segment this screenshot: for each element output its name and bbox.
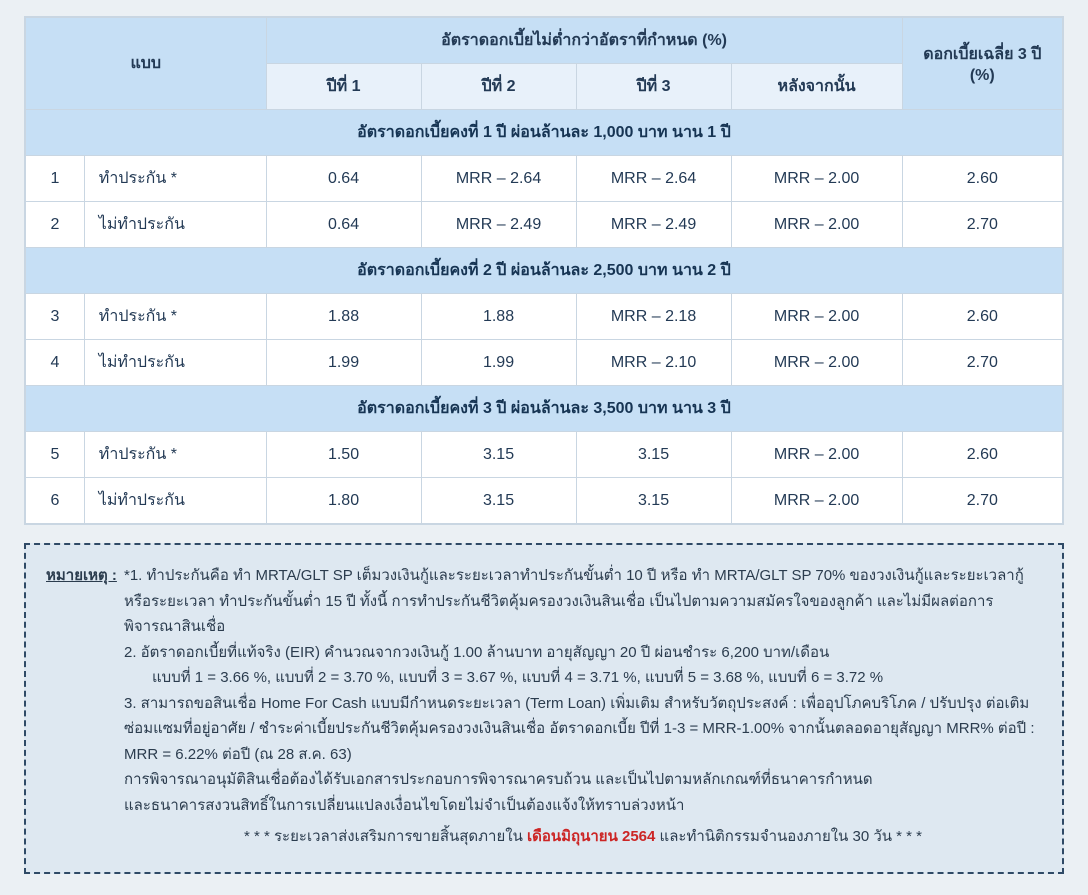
cell-after: MRR – 2.00 (731, 340, 902, 386)
cell-after: MRR – 2.00 (731, 156, 902, 202)
rates-table: แบบ อัตราดอกเบี้ยไม่ต่ำกว่าอัตราที่กำหนด… (25, 17, 1063, 524)
cell-y2: MRR – 2.64 (421, 156, 576, 202)
header-year2: ปีที่ 2 (421, 64, 576, 110)
section-title: อัตราดอกเบี้ยคงที่ 2 ปี ผ่อนล้านละ 2,500… (26, 248, 1063, 294)
cell-idx: 6 (26, 478, 85, 524)
cell-y2: 1.88 (421, 294, 576, 340)
note-line: 2. อัตราดอกเบี้ยที่แท้จริง (EIR) คำนวณจา… (124, 640, 1042, 666)
note-line: 3. สามารถขอสินเชื่อ Home For Cash แบบมีก… (124, 691, 1042, 768)
cell-type: ไม่ทำประกัน (84, 478, 266, 524)
cell-avg: 2.70 (902, 340, 1062, 386)
cell-idx: 1 (26, 156, 85, 202)
table-row: 3ทำประกัน *1.881.88MRR – 2.18MRR – 2.002… (26, 294, 1063, 340)
cell-y2: 3.15 (421, 432, 576, 478)
rates-table-container: แบบ อัตราดอกเบี้ยไม่ต่ำกว่าอัตราที่กำหนด… (24, 16, 1064, 525)
note-line: *1. ทำประกันคือ ทำ MRTA/GLT SP เต็มวงเงิ… (124, 563, 1042, 640)
cell-y3: 3.15 (576, 432, 731, 478)
final-suffix: และทำนิติกรรมจำนองภายใน 30 วัน * * * (655, 828, 922, 845)
cell-type: ทำประกัน * (84, 156, 266, 202)
cell-idx: 3 (26, 294, 85, 340)
header-year1: ปีที่ 1 (266, 64, 421, 110)
cell-avg: 2.60 (902, 156, 1062, 202)
table-row: 4ไม่ทำประกัน1.991.99MRR – 2.10MRR – 2.00… (26, 340, 1063, 386)
cell-idx: 5 (26, 432, 85, 478)
cell-avg: 2.70 (902, 478, 1062, 524)
cell-after: MRR – 2.00 (731, 294, 902, 340)
table-row: 5ทำประกัน *1.503.153.15MRR – 2.002.60 (26, 432, 1063, 478)
table-row: 1ทำประกัน *0.64MRR – 2.64MRR – 2.64MRR –… (26, 156, 1063, 202)
cell-y1: 1.99 (266, 340, 421, 386)
cell-y2: MRR – 2.49 (421, 202, 576, 248)
cell-type: ทำประกัน * (84, 294, 266, 340)
header-rate-span: อัตราดอกเบี้ยไม่ต่ำกว่าอัตราที่กำหนด (%) (266, 18, 902, 64)
header-year3: ปีที่ 3 (576, 64, 731, 110)
cell-y1: 0.64 (266, 202, 421, 248)
header-avg: ดอกเบี้ยเฉลี่ย 3 ปี (%) (902, 18, 1062, 110)
cell-idx: 2 (26, 202, 85, 248)
cell-type: ทำประกัน * (84, 432, 266, 478)
cell-y2: 3.15 (421, 478, 576, 524)
cell-type: ไม่ทำประกัน (84, 202, 266, 248)
cell-y3: MRR – 2.49 (576, 202, 731, 248)
header-after: หลังจากนั้น (731, 64, 902, 110)
cell-after: MRR – 2.00 (731, 432, 902, 478)
cell-idx: 4 (26, 340, 85, 386)
section-title: อัตราดอกเบี้ยคงที่ 1 ปี ผ่อนล้านละ 1,000… (26, 110, 1063, 156)
cell-y3: MRR – 2.64 (576, 156, 731, 202)
cell-y1: 1.88 (266, 294, 421, 340)
note-line: แบบที่ 1 = 3.66 %, แบบที่ 2 = 3.70 %, แบ… (124, 665, 1042, 691)
cell-after: MRR – 2.00 (731, 202, 902, 248)
table-row: 2ไม่ทำประกัน0.64MRR – 2.49MRR – 2.49MRR … (26, 202, 1063, 248)
notes-box: หมายเหตุ : *1. ทำประกันคือ ทำ MRTA/GLT S… (24, 543, 1064, 874)
note-line: การพิจารณาอนุมัติสินเชื่อต้องได้รับเอกสา… (124, 767, 1042, 793)
cell-y1: 0.64 (266, 156, 421, 202)
cell-y3: MRR – 2.18 (576, 294, 731, 340)
cell-after: MRR – 2.00 (731, 478, 902, 524)
cell-y3: MRR – 2.10 (576, 340, 731, 386)
table-header: แบบ อัตราดอกเบี้ยไม่ต่ำกว่าอัตราที่กำหนด… (26, 18, 1063, 110)
table-body: อัตราดอกเบี้ยคงที่ 1 ปี ผ่อนล้านละ 1,000… (26, 110, 1063, 524)
table-row: 6ไม่ทำประกัน1.803.153.15MRR – 2.002.70 (26, 478, 1063, 524)
cell-y3: 3.15 (576, 478, 731, 524)
notes-body: *1. ทำประกันคือ ทำ MRTA/GLT SP เต็มวงเงิ… (124, 563, 1042, 850)
final-note: * * * ระยะเวลาส่งเสริมการขายสิ้นสุดภายใน… (124, 824, 1042, 850)
cell-y1: 1.80 (266, 478, 421, 524)
cell-y1: 1.50 (266, 432, 421, 478)
header-type: แบบ (26, 18, 267, 110)
cell-avg: 2.70 (902, 202, 1062, 248)
cell-type: ไม่ทำประกัน (84, 340, 266, 386)
cell-avg: 2.60 (902, 294, 1062, 340)
notes-label: หมายเหตุ : (46, 563, 124, 850)
final-red: เดือนมิถุนายน 2564 (527, 828, 655, 845)
cell-y2: 1.99 (421, 340, 576, 386)
final-prefix: * * * ระยะเวลาส่งเสริมการขายสิ้นสุดภายใน (244, 828, 527, 845)
cell-avg: 2.60 (902, 432, 1062, 478)
note-line: และธนาคารสงวนสิทธิ์ในการเปลี่ยนแปลงเงื่อ… (124, 793, 1042, 819)
section-title: อัตราดอกเบี้ยคงที่ 3 ปี ผ่อนล้านละ 3,500… (26, 386, 1063, 432)
